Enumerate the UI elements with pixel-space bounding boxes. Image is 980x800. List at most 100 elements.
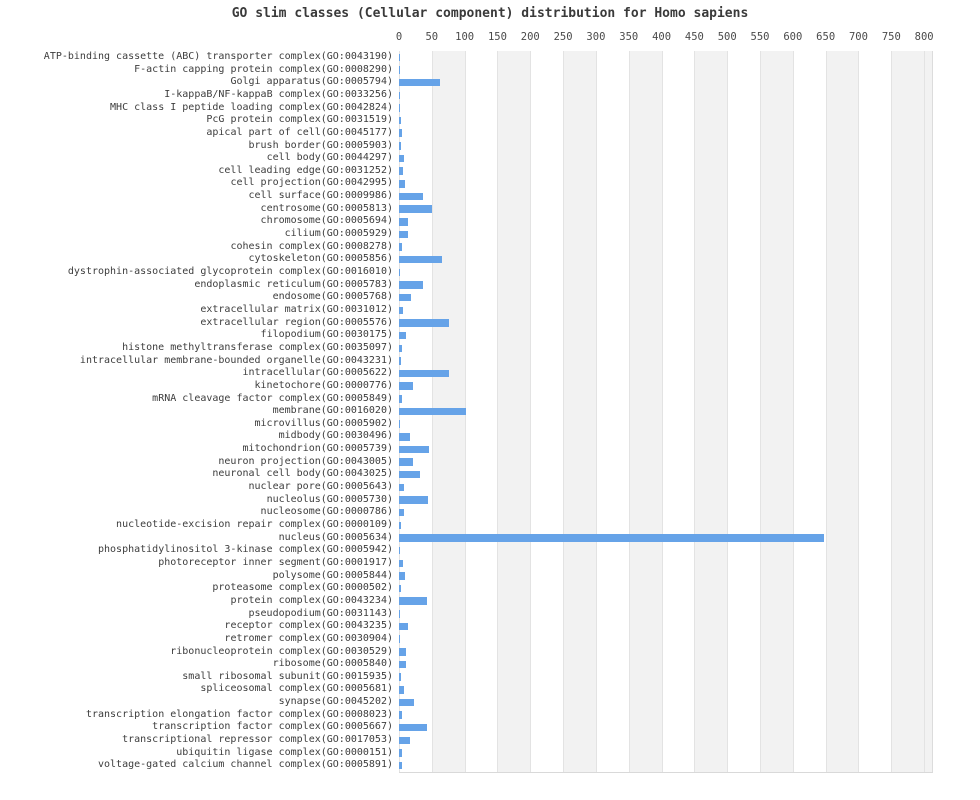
- background-band: [891, 51, 932, 772]
- bar: [399, 496, 428, 504]
- bar: [399, 420, 401, 428]
- bar: [399, 205, 433, 213]
- category-label: neuronal cell body(GO:0043025): [212, 468, 393, 480]
- bar: [399, 331, 406, 340]
- bar: [399, 407, 466, 416]
- bar: [399, 521, 401, 530]
- gridline: [628, 51, 630, 772]
- background-band: [694, 51, 728, 772]
- chart-title: GO slim classes (Cellular component) dis…: [231, 6, 749, 21]
- category-label: extracellular matrix(GO:0031012): [200, 303, 393, 315]
- category-label: cell surface(GO:0009986): [248, 190, 394, 202]
- category-label: cilium(GO:0005929): [284, 228, 393, 240]
- bar: [399, 369, 449, 378]
- gridline: [792, 51, 794, 772]
- bar: [399, 546, 401, 555]
- category-label: nuclear pore(GO:0005643): [248, 481, 394, 493]
- category-label: microvillus(GO:0005902): [254, 417, 393, 429]
- category-label: cell leading edge(GO:0031252): [218, 164, 393, 176]
- bar: [399, 761, 403, 770]
- bar: [399, 534, 824, 542]
- category-label: dystrophin-associated glycoprotein compl…: [67, 266, 393, 278]
- category-label: ATP-binding cassette (ABC) transporter c…: [43, 51, 393, 62]
- bar: [399, 445, 429, 454]
- x-tick-label: 100: [455, 31, 475, 43]
- x-tick-label: 600: [783, 31, 803, 43]
- bar: [399, 319, 449, 327]
- x-tick-label: 450: [684, 31, 704, 43]
- category-label: endosome(GO:0005768): [272, 291, 393, 303]
- bar: [399, 648, 407, 656]
- gridline: [530, 51, 532, 772]
- gridline: [661, 51, 663, 772]
- bar: [399, 458, 414, 466]
- bar: [399, 293, 412, 302]
- category-label: PcG protein complex(GO:0031519): [206, 114, 393, 126]
- category-label: centrosome(GO:0005813): [260, 202, 393, 214]
- bar: [399, 116, 401, 125]
- bar: [399, 180, 405, 188]
- bar: [399, 78, 441, 87]
- background-band: [497, 51, 531, 772]
- category-label: ribosome(GO:0005840): [272, 658, 393, 670]
- bar: [399, 382, 413, 390]
- category-label: synapse(GO:0045202): [278, 696, 393, 708]
- category-label: ribonucleoprotein complex(GO:0030529): [170, 645, 393, 657]
- x-tick-label: 550: [750, 31, 770, 43]
- category-label: receptor complex(GO:0043235): [224, 620, 393, 632]
- category-label: mRNA cleavage factor complex(GO:0005849): [152, 392, 393, 404]
- bar: [399, 483, 405, 492]
- gridline: [858, 51, 860, 772]
- gridline: [760, 51, 762, 772]
- bar: [399, 218, 408, 226]
- x-tick-label: 750: [881, 31, 901, 43]
- background-band: [628, 51, 662, 772]
- category-label: filopodium(GO:0030175): [260, 329, 393, 341]
- gridline: [891, 51, 893, 772]
- bar: [399, 470, 420, 479]
- x-tick-label: 150: [487, 31, 507, 43]
- category-label: apical part of cell(GO:0045177): [206, 126, 393, 138]
- bar: [399, 357, 401, 365]
- bar: [399, 129, 403, 137]
- bar: [399, 433, 410, 441]
- category-label: phosphatidylinositol 3-kinase complex(GO…: [97, 544, 393, 556]
- bar: [399, 91, 401, 100]
- category-label: extracellular region(GO:0005576): [200, 316, 393, 328]
- bar: [399, 281, 423, 289]
- bar: [399, 635, 401, 643]
- bar: [399, 230, 409, 239]
- bar: [399, 584, 401, 593]
- category-label: protein complex(GO:0043234): [230, 594, 393, 606]
- category-label: small ribosomal subunit(GO:0015935): [182, 670, 393, 682]
- gridline: [727, 51, 729, 772]
- category-label: nucleosome(GO:0000786): [260, 506, 393, 518]
- bar: [399, 306, 403, 315]
- category-label: cohesin complex(GO:0008278): [230, 240, 393, 252]
- bar: [399, 154, 405, 163]
- bar: [399, 395, 402, 403]
- category-label: endoplasmic reticulum(GO:0005783): [194, 278, 393, 290]
- bar: [399, 243, 402, 251]
- x-tick-label: 700: [848, 31, 868, 43]
- bar: [399, 673, 401, 681]
- y-axis-labels: ATP-binding cassette (ABC) transporter c…: [0, 0, 393, 800]
- x-tick-label: 200: [520, 31, 540, 43]
- background-band: [760, 51, 793, 772]
- bar: [399, 723, 427, 732]
- bar: [399, 559, 403, 568]
- bar: [399, 597, 428, 605]
- category-label: MHC class I peptide loading complex(GO:0…: [110, 101, 393, 113]
- x-axis: 0 50 100 150 200 250 300 350 400 450 500 550 600 650 7…: [0, 31, 980, 47]
- gridline: [595, 51, 597, 772]
- category-label: transcription elongation factor complex(…: [85, 708, 393, 720]
- gridline: [694, 51, 696, 772]
- gridline: [497, 51, 499, 772]
- bar: [399, 698, 415, 707]
- bar: [399, 66, 401, 74]
- bar: [399, 572, 405, 580]
- category-label: cell body(GO:0044297): [266, 152, 393, 164]
- category-label: kinetochore(GO:0000776): [254, 379, 393, 391]
- bar: [399, 53, 401, 62]
